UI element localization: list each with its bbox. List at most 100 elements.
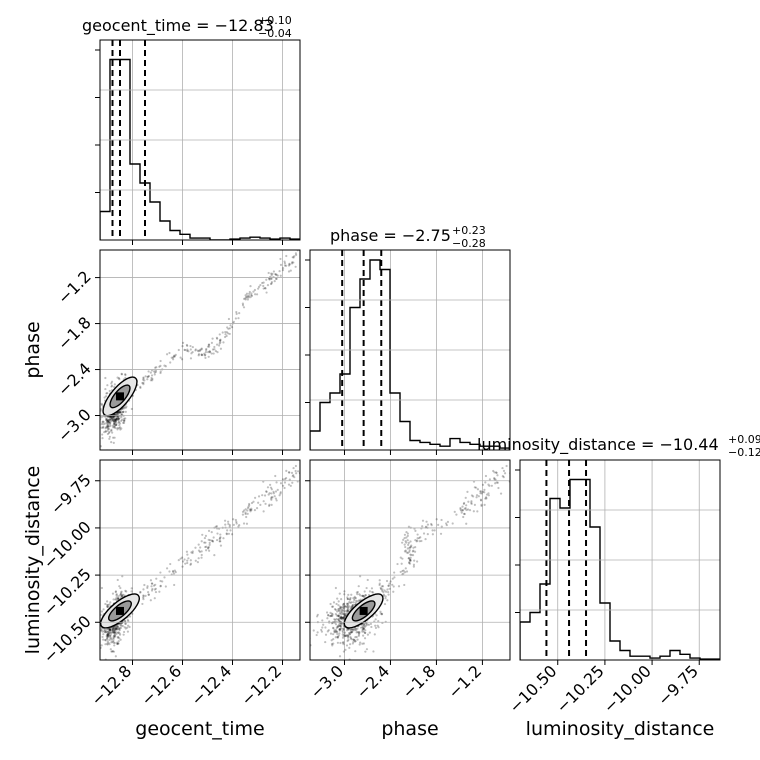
sample-point xyxy=(334,623,338,626)
sample-point xyxy=(121,575,124,578)
sample-point xyxy=(405,541,408,544)
sample-point xyxy=(356,627,359,630)
sample-point xyxy=(462,502,465,506)
sample-point xyxy=(347,631,351,635)
panel-frame xyxy=(99,39,301,241)
x-tick-label: −12.8 xyxy=(87,661,135,709)
sample-point xyxy=(237,525,240,528)
sample-point xyxy=(332,642,335,645)
sample-point xyxy=(243,297,246,300)
sample-point xyxy=(424,525,428,528)
sample-point xyxy=(333,618,336,621)
sample-point xyxy=(338,655,342,658)
sample-point xyxy=(122,633,125,636)
sample-point xyxy=(155,577,158,580)
sample-point xyxy=(424,538,427,541)
sample-point xyxy=(385,590,388,593)
sample-point xyxy=(238,523,241,527)
sample-point xyxy=(278,494,281,497)
sample-point xyxy=(106,640,109,643)
title-phase-sup: +0.23 xyxy=(452,224,486,237)
sample-point xyxy=(304,628,306,630)
sample-point xyxy=(111,640,114,643)
sample-point xyxy=(356,630,359,634)
sample-point xyxy=(204,356,207,359)
sample-point xyxy=(346,606,349,609)
sample-point xyxy=(244,511,247,514)
sample-point xyxy=(362,634,365,637)
sample-point xyxy=(106,634,109,637)
sample-point xyxy=(191,551,194,555)
sample-point xyxy=(349,606,353,609)
sample-point xyxy=(339,641,342,645)
sample-point xyxy=(405,531,408,534)
sample-point xyxy=(113,422,116,426)
sample-point xyxy=(418,540,421,543)
sample-point xyxy=(351,603,355,607)
sample-point xyxy=(340,611,344,614)
sample-point xyxy=(408,546,411,549)
sample-point xyxy=(124,417,127,420)
sample-point xyxy=(294,469,297,473)
sample-point xyxy=(381,585,385,588)
sample-point xyxy=(211,540,215,543)
sample-point xyxy=(252,500,255,503)
sample-point xyxy=(225,532,228,535)
sample-point xyxy=(120,413,123,416)
sample-point xyxy=(338,629,341,632)
sample-point xyxy=(241,302,245,305)
sample-point xyxy=(105,637,109,640)
sample-point xyxy=(425,520,428,523)
sample-point xyxy=(104,630,107,634)
sample-point xyxy=(208,350,211,353)
sample-point xyxy=(332,638,335,641)
sample-point xyxy=(110,638,113,641)
sample-point xyxy=(116,415,119,418)
sample-point xyxy=(122,630,126,634)
sample-point xyxy=(267,493,270,496)
sample-point xyxy=(214,525,218,528)
sample-point xyxy=(117,412,120,415)
sample-point xyxy=(408,559,412,562)
sample-point xyxy=(281,269,285,272)
sample-point xyxy=(94,649,96,651)
sample-point xyxy=(338,628,341,631)
sample-point xyxy=(139,386,142,389)
sample-point xyxy=(116,418,119,421)
sample-point xyxy=(389,580,392,583)
sample-point xyxy=(181,341,185,344)
sample-point xyxy=(109,421,112,424)
sample-point xyxy=(222,341,225,344)
sample-point xyxy=(272,492,276,495)
sample-point xyxy=(114,420,117,423)
sample-point xyxy=(204,545,207,549)
sample-point xyxy=(150,589,154,592)
sample-point xyxy=(224,523,227,526)
sample-point xyxy=(112,638,115,641)
sample-point xyxy=(403,543,406,546)
sample-point xyxy=(339,625,342,628)
sample-point xyxy=(119,594,122,597)
sample-point xyxy=(297,470,300,473)
sample-point xyxy=(361,642,364,645)
sample-point xyxy=(212,536,215,539)
sample-point xyxy=(219,544,223,547)
sample-point xyxy=(337,634,340,637)
sample-point xyxy=(106,419,110,422)
sample-point xyxy=(179,356,182,359)
y-tick-label: −10.25 xyxy=(40,564,95,619)
sample-point xyxy=(342,609,345,612)
sample-point xyxy=(107,636,110,639)
sample-point xyxy=(191,351,194,354)
sample-point xyxy=(485,497,488,500)
sample-point xyxy=(248,508,251,511)
sample-point xyxy=(401,557,404,560)
sample-point xyxy=(241,304,245,307)
sample-point xyxy=(354,601,357,604)
sample-point xyxy=(334,636,337,639)
sample-point xyxy=(122,410,125,413)
sample-point xyxy=(287,471,291,474)
sample-point xyxy=(248,290,251,294)
sample-point xyxy=(108,389,111,393)
sample-point xyxy=(362,624,365,627)
